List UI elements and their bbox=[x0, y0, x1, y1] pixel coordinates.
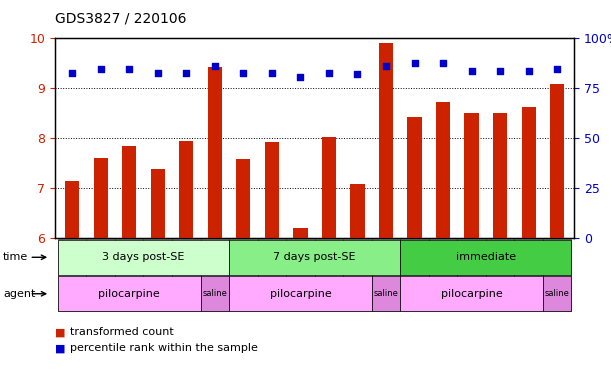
Text: saline: saline bbox=[545, 289, 569, 298]
Point bbox=[124, 66, 134, 73]
Bar bbox=[350, 184, 365, 238]
Point bbox=[96, 66, 106, 73]
Text: saline: saline bbox=[373, 289, 398, 298]
Bar bbox=[522, 107, 536, 238]
Bar bbox=[322, 137, 336, 238]
Bar bbox=[122, 146, 136, 238]
Text: 3 days post-SE: 3 days post-SE bbox=[102, 252, 185, 262]
Point bbox=[496, 68, 505, 74]
Text: immediate: immediate bbox=[456, 252, 516, 262]
Text: 7 days post-SE: 7 days post-SE bbox=[273, 252, 356, 262]
Text: GDS3827 / 220106: GDS3827 / 220106 bbox=[55, 12, 186, 25]
Bar bbox=[208, 67, 222, 238]
Text: percentile rank within the sample: percentile rank within the sample bbox=[70, 343, 258, 353]
Text: ■: ■ bbox=[55, 327, 65, 337]
Text: time: time bbox=[3, 252, 28, 262]
Bar bbox=[293, 228, 307, 238]
Point bbox=[153, 70, 163, 76]
Bar bbox=[379, 43, 393, 238]
Point bbox=[324, 70, 334, 76]
Bar bbox=[550, 84, 565, 238]
Point bbox=[267, 70, 277, 76]
Text: ■: ■ bbox=[55, 343, 65, 353]
Point bbox=[409, 60, 419, 66]
Point bbox=[467, 68, 477, 74]
Text: agent: agent bbox=[3, 289, 35, 299]
Bar bbox=[236, 159, 251, 238]
Text: pilocarpine: pilocarpine bbox=[441, 289, 502, 299]
Text: saline: saline bbox=[202, 289, 227, 298]
Text: pilocarpine: pilocarpine bbox=[98, 289, 160, 299]
Point bbox=[210, 63, 220, 69]
Text: transformed count: transformed count bbox=[70, 327, 174, 337]
Bar bbox=[65, 180, 79, 238]
Bar bbox=[179, 141, 194, 238]
Point bbox=[552, 66, 562, 73]
Point bbox=[67, 70, 77, 76]
Bar bbox=[436, 102, 450, 238]
Bar bbox=[464, 113, 479, 238]
Point bbox=[438, 60, 448, 66]
Point bbox=[181, 70, 191, 76]
Bar bbox=[408, 117, 422, 238]
Point bbox=[381, 63, 391, 69]
Text: pilocarpine: pilocarpine bbox=[269, 289, 331, 299]
Bar bbox=[150, 169, 165, 238]
Bar bbox=[493, 113, 507, 238]
Point bbox=[353, 71, 362, 78]
Point bbox=[238, 70, 248, 76]
Bar bbox=[265, 142, 279, 238]
Point bbox=[524, 68, 533, 74]
Point bbox=[296, 74, 306, 80]
Bar bbox=[93, 158, 108, 238]
